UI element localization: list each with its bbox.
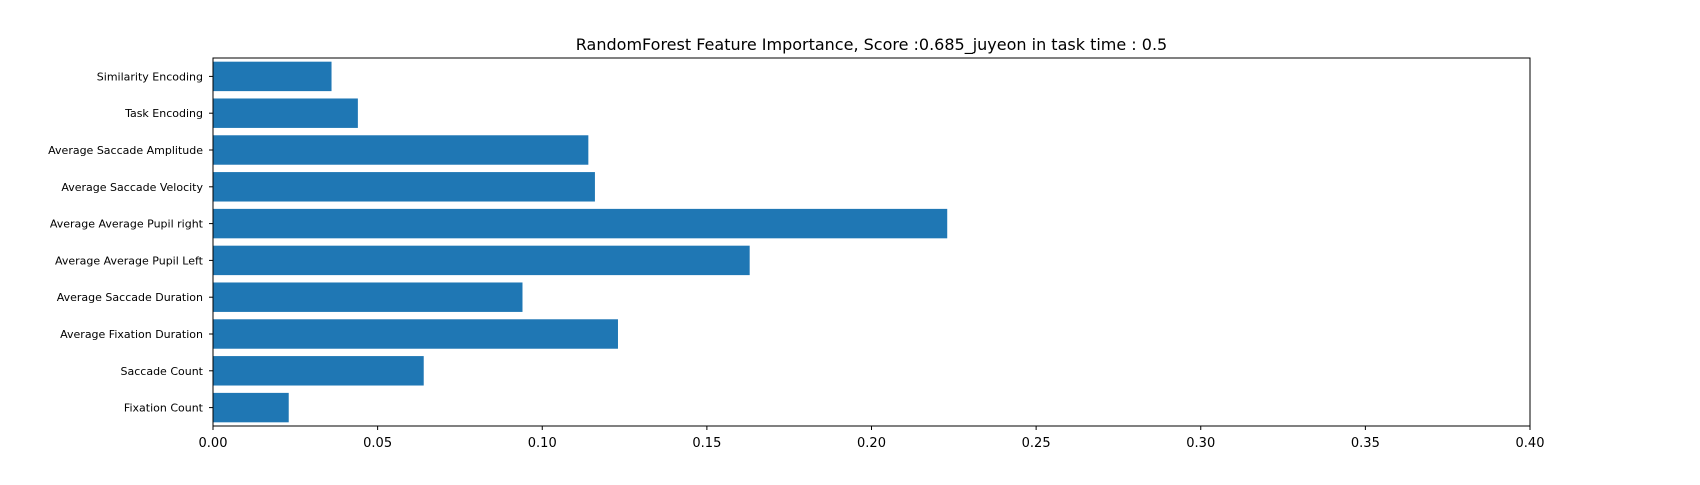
bar-6	[213, 282, 523, 312]
category-label-0: Similarity Encoding	[97, 70, 203, 83]
category-label-5: Average Average Pupil Left	[55, 254, 204, 267]
x-tick-label-6: 0.30	[1186, 436, 1215, 451]
x-axis-ticks: 0.00 0.05 0.10 0.15 0.20 0.25 0.30 0.35 0.40	[199, 426, 1545, 451]
category-label-3: Average Saccade Velocity	[61, 181, 203, 194]
chart-title: RandomForest Feature Importance, Score :…	[576, 35, 1167, 55]
x-tick-label-3: 0.15	[692, 436, 721, 451]
x-tick-label-0: 0.00	[199, 436, 228, 451]
bar-7	[213, 319, 618, 349]
bars-layer	[213, 61, 948, 423]
category-label-2: Average Saccade Amplitude	[48, 144, 203, 157]
category-label-9: Fixation Count	[124, 402, 204, 415]
x-tick-label-7: 0.35	[1351, 436, 1380, 451]
bar-9	[213, 392, 289, 423]
bar-8	[213, 356, 424, 386]
bar-5	[213, 245, 750, 276]
bar-0	[213, 61, 332, 92]
x-tick-label-5: 0.25	[1022, 436, 1051, 451]
category-label-4: Average Average Pupil right	[50, 218, 204, 231]
category-label-6: Average Saccade Duration	[57, 291, 203, 304]
plot-frame	[212, 57, 1531, 427]
x-tick-label-1: 0.05	[363, 436, 392, 451]
x-tick-label-8: 0.40	[1516, 436, 1545, 451]
category-label-7: Average Fixation Duration	[60, 328, 203, 341]
category-label-8: Saccade Count	[121, 365, 204, 378]
category-label-1: Task Encoding	[124, 107, 203, 120]
category-labels: Similarity Encoding Task Encoding Average …	[48, 70, 213, 415]
bar-2	[213, 135, 589, 165]
x-tick-label-2: 0.10	[528, 436, 557, 451]
bar-1	[213, 98, 358, 128]
bar-4	[213, 208, 948, 239]
bar-3	[213, 172, 595, 202]
x-tick-label-4: 0.20	[857, 436, 886, 451]
